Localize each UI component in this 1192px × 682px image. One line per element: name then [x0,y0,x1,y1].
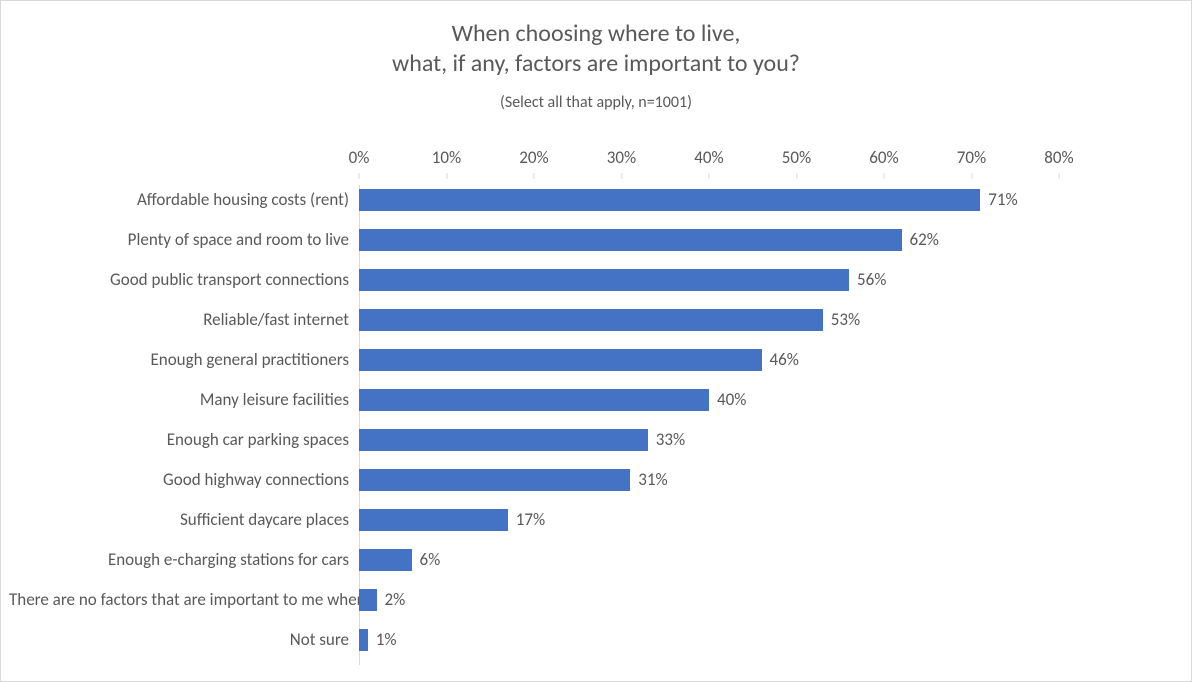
x-tick-label: 40% [694,147,723,168]
x-tick-mark [884,173,885,179]
bar-value-label: 1% [368,629,397,651]
bar: 71% [359,189,980,211]
category-label: Enough car parking spaces [9,429,359,451]
category-label: Many leisure facilities [9,389,359,411]
chart-title-block: When choosing where to live, what, if an… [1,1,1191,112]
bar-value-label: 17% [508,509,545,531]
x-tick-mark [359,173,360,179]
chart-container: When choosing where to live, what, if an… [0,0,1192,682]
bar-value-label: 40% [709,389,746,411]
bar: 53% [359,309,823,331]
chart-title-line1: When choosing where to live, [1,19,1191,49]
bar: 46% [359,349,762,371]
chart-subtitle: (Select all that apply, n=1001) [1,93,1191,112]
plot-area: 0%10%20%30%40%50%60%70%80% Affordable ho… [359,147,1129,665]
bar-value-label: 33% [648,429,685,451]
x-tick-label: 20% [519,147,548,168]
x-tick-mark [1059,173,1060,179]
bar: 56% [359,269,849,291]
category-label: Good public transport connections [9,269,359,291]
bar-value-label: 2% [377,589,406,611]
x-tick-label: 80% [1044,147,1073,168]
bar: 31% [359,469,630,491]
bar-row: Enough e-charging stations for cars6% [359,549,1129,571]
bar-row: Plenty of space and room to live62% [359,229,1129,251]
x-tick-mark [534,173,535,179]
bar-row: Reliable/fast internet53% [359,309,1129,331]
bar-row: Enough general practitioners46% [359,349,1129,371]
bar-value-label: 62% [902,229,939,251]
bar: 1% [359,629,368,651]
bars-area: Affordable housing costs (rent)71% Plenty… [359,185,1129,665]
x-tick-label: 70% [957,147,986,168]
category-label: Enough general practitioners [9,349,359,371]
bar-row: Many leisure facilities40% [359,389,1129,411]
bar: 40% [359,389,709,411]
category-label: Sufficient daycare places [9,509,359,531]
x-tick-mark [709,173,710,179]
bar-value-label: 53% [823,309,860,331]
x-tick-mark [796,173,797,179]
bar-row: Enough car parking spaces33% [359,429,1129,451]
bar-value-label: 46% [762,349,799,371]
bar-value-label: 6% [412,549,441,571]
x-axis: 0%10%20%30%40%50%60%70%80% [359,147,1129,177]
bar-row: Good highway connections31% [359,469,1129,491]
bar-value-label: 31% [630,469,667,491]
x-tick-label: 10% [432,147,461,168]
category-label: Affordable housing costs (rent) [9,189,359,211]
bar-row: Not sure1% [359,629,1129,651]
bar: 2% [359,589,377,611]
category-label: Enough e-charging stations for cars [9,549,359,571]
bar: 6% [359,549,412,571]
bar-value-label: 71% [980,189,1017,211]
bar-row: There are no factors that are important … [359,589,1129,611]
x-tick-label: 30% [607,147,636,168]
bar-row: Affordable housing costs (rent)71% [359,189,1129,211]
x-tick-label: 0% [349,147,370,168]
x-tick-label: 50% [782,147,811,168]
x-tick-label: 60% [869,147,898,168]
category-label: There are no factors that are important … [9,589,359,611]
bar: 62% [359,229,902,251]
bar-row: Sufficient daycare places17% [359,509,1129,531]
category-label: Plenty of space and room to live [9,229,359,251]
category-label: Good highway connections [9,469,359,491]
category-label: Not sure [9,629,359,651]
bar: 17% [359,509,508,531]
bar-value-label: 56% [849,269,886,291]
bar-row: Good public transport connections56% [359,269,1129,291]
bar: 33% [359,429,648,451]
x-tick-mark [621,173,622,179]
x-tick-mark [446,173,447,179]
x-tick-mark [971,173,972,179]
chart-title-line2: what, if any, factors are important to y… [1,49,1191,79]
category-label: Reliable/fast internet [9,309,359,331]
